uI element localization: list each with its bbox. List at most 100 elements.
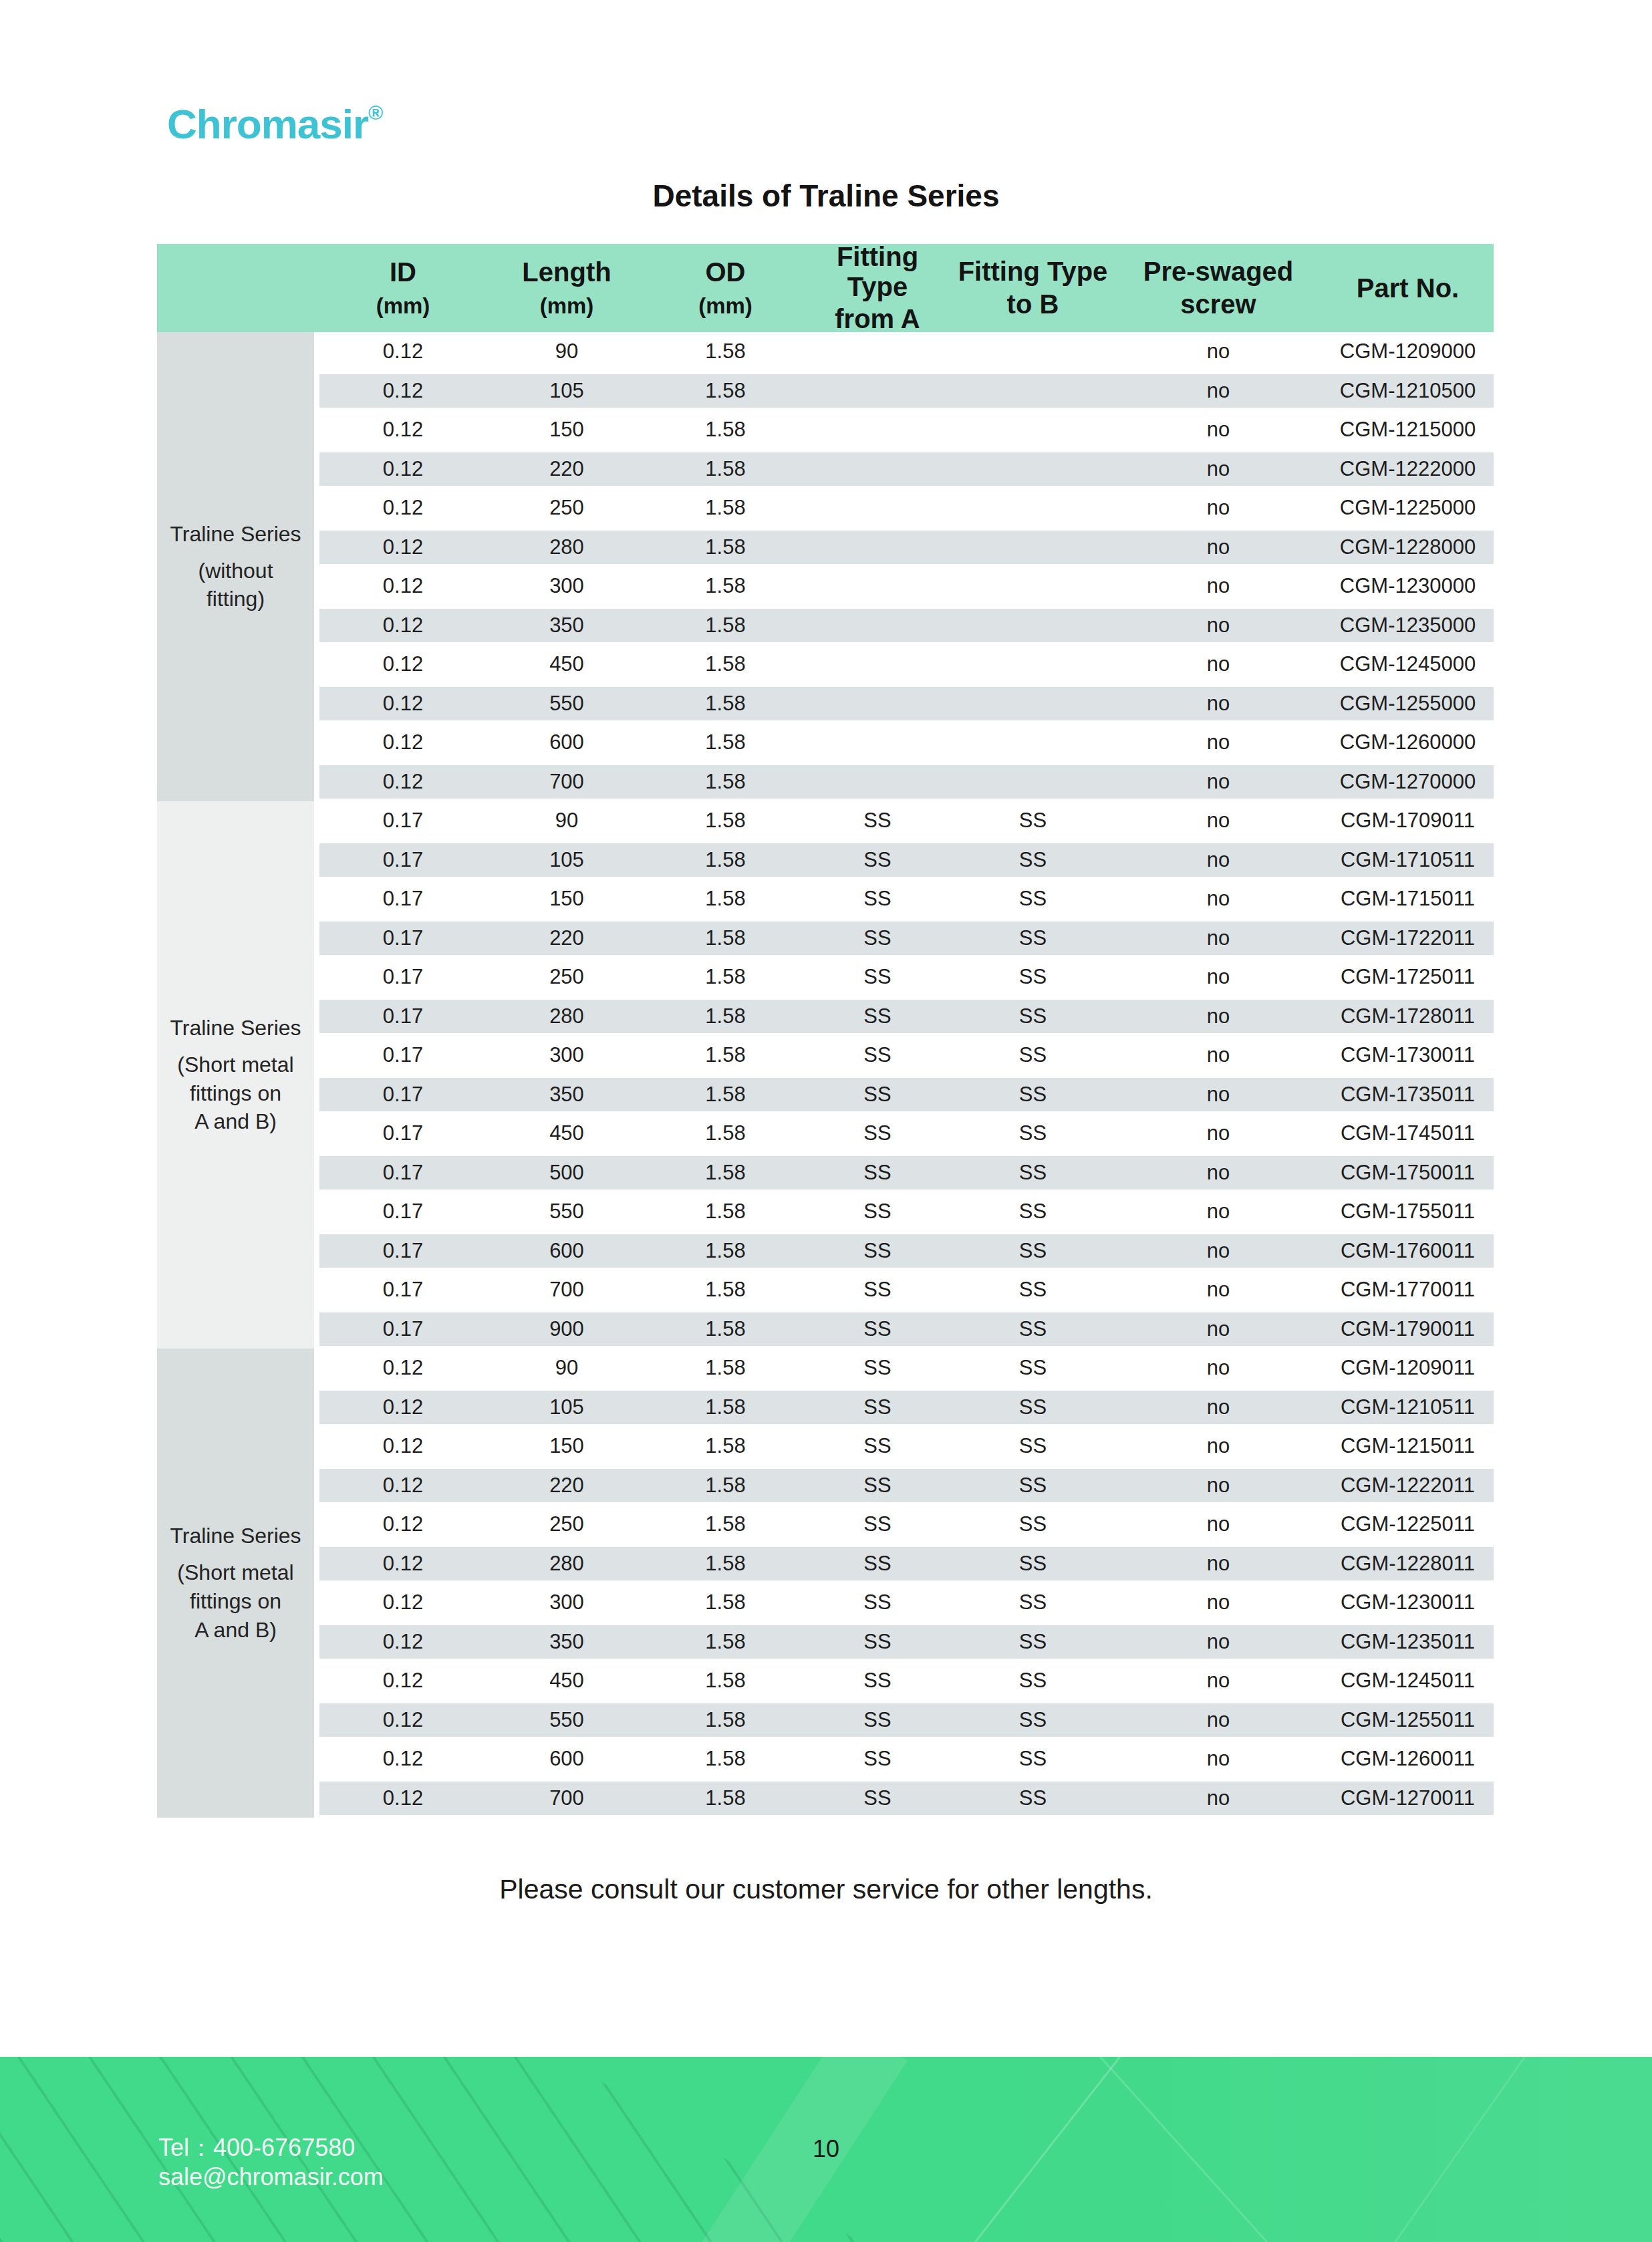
- table-row: 0.122501.58SSSSnoCGM-1225011: [319, 1505, 1494, 1544]
- cell-length: 600: [487, 1747, 647, 1771]
- cell-length: 150: [487, 418, 647, 442]
- table-row: 0.175501.58SSSSnoCGM-1755011: [319, 1192, 1494, 1232]
- cell-id: 0.12: [319, 770, 487, 794]
- cell-screw: no: [1115, 535, 1322, 559]
- cell-id: 0.17: [319, 965, 487, 989]
- cell-part-no: CGM-1215011: [1322, 1434, 1494, 1458]
- cell-fitting-a: SS: [804, 1590, 951, 1615]
- cell-length: 300: [487, 1590, 647, 1615]
- table-body: Traline Series(withoutfitting)0.12901.58…: [157, 332, 1494, 1818]
- table-row: 0.12901.58noCGM-1209000: [319, 332, 1494, 372]
- table-row: 0.122801.58noCGM-1228000: [319, 528, 1494, 567]
- cell-id: 0.12: [319, 379, 487, 403]
- cell-id: 0.17: [319, 1083, 487, 1107]
- cell-od: 1.58: [647, 1747, 804, 1771]
- cell-length: 105: [487, 379, 647, 403]
- section-rows: 0.12901.58SSSSnoCGM-12090110.121051.58SS…: [319, 1349, 1494, 1818]
- cell-fitting-a: SS: [804, 1669, 951, 1693]
- column-header-subline: from A: [835, 304, 920, 334]
- cell-od: 1.58: [647, 1043, 804, 1067]
- cell-part-no: CGM-1725011: [1322, 965, 1494, 989]
- cell-part-no: CGM-1210511: [1322, 1395, 1494, 1419]
- column-header-length: Length (mm): [487, 244, 647, 332]
- column-header-part-no: Part No.: [1322, 244, 1494, 332]
- cell-od: 1.58: [647, 1317, 804, 1341]
- table-row: 0.172801.58SSSSnoCGM-1728011: [319, 997, 1494, 1036]
- column-header-subline: (mm): [376, 294, 430, 319]
- cell-length: 900: [487, 1317, 647, 1341]
- cell-length: 600: [487, 730, 647, 754]
- cell-fitting-a: SS: [804, 1278, 951, 1302]
- table-row: 0.121051.58SSSSnoCGM-1210511: [319, 1388, 1494, 1427]
- cell-length: 90: [487, 339, 647, 364]
- cell-id: 0.12: [319, 1434, 487, 1458]
- table-row: 0.123501.58noCGM-1235000: [319, 606, 1494, 646]
- column-header-subline: (mm): [540, 294, 594, 319]
- cell-length: 500: [487, 1161, 647, 1185]
- cell-part-no: CGM-1710511: [1322, 848, 1494, 872]
- cell-fitting-a: SS: [804, 1708, 951, 1732]
- cell-screw: no: [1115, 1669, 1322, 1693]
- section-label-line: Traline Series: [170, 520, 301, 549]
- cell-length: 280: [487, 535, 647, 559]
- cell-id: 0.17: [319, 1278, 487, 1302]
- column-header-od: OD(mm): [647, 244, 804, 332]
- cell-fitting-a: SS: [804, 1434, 951, 1458]
- cell-length: 450: [487, 652, 647, 676]
- cell-length: 105: [487, 1395, 647, 1419]
- column-header-label: OD: [706, 257, 746, 287]
- table-section: Traline Series(Short metalfittings onA a…: [157, 801, 1494, 1349]
- cell-length: 150: [487, 1434, 647, 1458]
- cell-id: 0.17: [319, 1121, 487, 1145]
- cell-id: 0.12: [319, 1708, 487, 1732]
- cell-screw: no: [1115, 1317, 1322, 1341]
- cell-length: 150: [487, 887, 647, 911]
- cell-od: 1.58: [647, 1239, 804, 1263]
- column-header-id: ID(mm): [319, 244, 487, 332]
- cell-length: 700: [487, 1278, 647, 1302]
- cell-part-no: CGM-1745011: [1322, 1121, 1494, 1145]
- table-header-row: ID(mm)Length(mm)OD(mm)Fitting Typefrom A…: [157, 244, 1494, 332]
- cell-fitting-a: SS: [804, 1552, 951, 1576]
- column-header-label: Length: [522, 257, 611, 287]
- cell-screw: no: [1115, 926, 1322, 950]
- cell-part-no: CGM-1260011: [1322, 1747, 1494, 1771]
- cell-part-no: CGM-1722011: [1322, 926, 1494, 950]
- table-row: 0.126001.58noCGM-1260000: [319, 723, 1494, 762]
- cell-id: 0.12: [319, 1474, 487, 1498]
- cell-screw: no: [1115, 1786, 1322, 1810]
- cell-od: 1.58: [647, 1356, 804, 1380]
- section-rows: 0.12901.58noCGM-12090000.121051.58noCGM-…: [319, 332, 1494, 801]
- cell-id: 0.12: [319, 574, 487, 598]
- cell-length: 350: [487, 613, 647, 638]
- cell-fitting-b: SS: [951, 1239, 1115, 1263]
- cell-length: 220: [487, 926, 647, 950]
- cell-part-no: CGM-1230011: [1322, 1590, 1494, 1615]
- traline-series-table: ID(mm)Length(mm)OD(mm)Fitting Typefrom A…: [157, 244, 1494, 1818]
- cell-fitting-a: SS: [804, 1083, 951, 1107]
- cell-screw: no: [1115, 1239, 1322, 1263]
- cell-id: 0.12: [319, 1356, 487, 1380]
- section-label-line: Traline Series: [170, 1014, 301, 1042]
- cell-fitting-b: SS: [951, 848, 1115, 872]
- table-row: 0.121051.58noCGM-1210500: [319, 372, 1494, 411]
- cell-fitting-a: SS: [804, 1161, 951, 1185]
- cell-fitting-b: SS: [951, 1083, 1115, 1107]
- cell-screw: no: [1115, 1512, 1322, 1536]
- cell-part-no: CGM-1755011: [1322, 1200, 1494, 1224]
- cell-od: 1.58: [647, 613, 804, 638]
- cell-length: 90: [487, 1356, 647, 1380]
- cell-screw: no: [1115, 652, 1322, 676]
- cell-part-no: CGM-1730011: [1322, 1043, 1494, 1067]
- section-label-line: (Short metal: [177, 1558, 293, 1587]
- cell-fitting-a: SS: [804, 1395, 951, 1419]
- section-label-line: (without: [198, 557, 273, 585]
- cell-screw: no: [1115, 1552, 1322, 1576]
- cell-id: 0.12: [319, 1512, 487, 1536]
- table-row: 0.174501.58SSSSnoCGM-1745011: [319, 1114, 1494, 1153]
- cell-fitting-b: SS: [951, 1747, 1115, 1771]
- column-header-label: Fitting Type: [804, 242, 951, 302]
- cell-id: 0.12: [319, 1786, 487, 1810]
- cell-fitting-b: SS: [951, 1004, 1115, 1028]
- cell-screw: no: [1115, 692, 1322, 716]
